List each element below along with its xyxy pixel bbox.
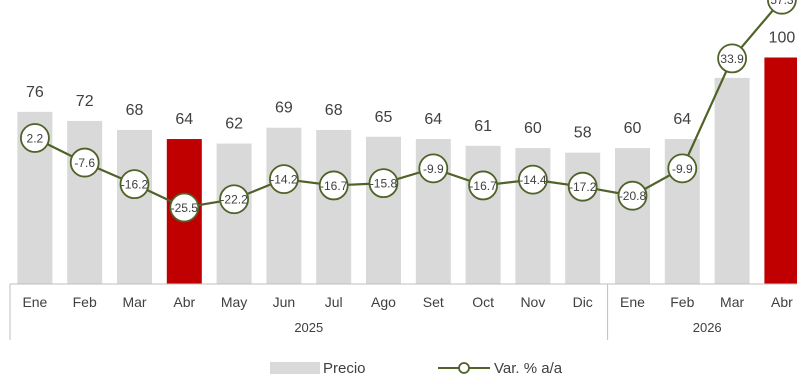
bar-value-label: 65 xyxy=(375,109,393,126)
x-tick-label: Ago xyxy=(371,294,396,310)
bar xyxy=(764,57,797,284)
x-tick-label: May xyxy=(221,294,247,310)
bar-value-label: 62 xyxy=(225,116,243,133)
bar-value-label: 68 xyxy=(325,102,343,119)
x-tick-label: Feb xyxy=(670,294,694,310)
x-tick-label: Set xyxy=(423,294,444,310)
legend-swatch-marker xyxy=(458,362,470,374)
x-tick-label: Mar xyxy=(122,294,146,310)
bar-value-label: 100 xyxy=(769,30,796,47)
bar-labels: 767268646269686564616058606491100 xyxy=(26,30,795,142)
bar xyxy=(67,120,103,284)
legend-item-precio: Precio xyxy=(270,360,366,377)
legend-item-var: Var. % a/a xyxy=(438,360,563,377)
x-axis: Ene Feb Mar Abr May Jun Jul Ago Set Oct Nov Dic Ene F… xyxy=(9,283,797,340)
bar-value-label: 60 xyxy=(624,120,642,137)
line-value-label: -15.8 xyxy=(370,177,398,191)
x-tick-label: Mar xyxy=(720,294,744,310)
line-marker xyxy=(468,170,499,201)
line-marker xyxy=(667,153,698,184)
bar xyxy=(117,129,152,284)
bar-value-label: 61 xyxy=(474,118,492,135)
line-value-label: -16.7 xyxy=(469,179,497,193)
legend-label: Var. % a/a xyxy=(494,360,563,377)
bar xyxy=(316,129,352,284)
line-marker xyxy=(20,123,50,153)
x-tick-label: Ene xyxy=(22,294,47,310)
line-value-label: 33.9 xyxy=(720,52,744,66)
bar xyxy=(266,127,302,284)
x-tick-label: Abr xyxy=(173,294,195,310)
x-group-label: 2026 xyxy=(693,320,722,335)
bar xyxy=(465,145,501,284)
bar-value-label: 76 xyxy=(26,84,44,101)
line-marker xyxy=(518,164,548,195)
line-value-label: -17.2 xyxy=(569,180,597,194)
line-value-label: -25.5 xyxy=(171,201,199,215)
line-value-label: -7.6 xyxy=(74,156,95,170)
line-series xyxy=(34,0,783,209)
x-tick-label: Ene xyxy=(620,294,645,310)
x-tick-label: Nov xyxy=(520,294,545,310)
bar xyxy=(714,77,750,284)
x-tick-label: Oct xyxy=(472,294,494,310)
line-marker xyxy=(119,169,150,200)
line-marker xyxy=(717,43,747,74)
x-tick-label: Abr xyxy=(771,294,793,310)
line-value-label: -16.7 xyxy=(320,179,348,193)
line-marker-labels: 2.2 -7.6 -16.2 -25.5 -22.2 -14.2 -16.7 -15.8 -9.… xyxy=(27,0,794,215)
bar-value-label: 58 xyxy=(574,125,592,142)
bar-value-label: 64 xyxy=(673,111,691,128)
legend: Precio Var. % a/a xyxy=(270,360,563,377)
line-marker xyxy=(318,170,349,201)
line-value-label: 2.2 xyxy=(27,131,44,145)
bar xyxy=(366,136,401,284)
line-marker xyxy=(268,164,299,195)
bar xyxy=(615,148,650,284)
x-tick-label: Jul xyxy=(325,294,343,310)
bar-value-label: 60 xyxy=(524,120,542,137)
x-tick-label: Dic xyxy=(573,294,593,310)
line-marker xyxy=(219,184,250,215)
legend-label: Precio xyxy=(323,360,366,377)
line-value-label: -22.2 xyxy=(220,193,248,207)
x-group-label: 2025 xyxy=(294,320,323,335)
legend-swatch-bar xyxy=(270,362,320,374)
line-marker xyxy=(617,180,648,211)
line-value-label: -14.2 xyxy=(270,173,298,187)
line-value-label: -16.2 xyxy=(121,178,149,192)
line-marker xyxy=(169,192,200,223)
bar-value-label: 64 xyxy=(175,111,193,128)
line-marker xyxy=(69,147,100,178)
bar-value-label: 68 xyxy=(126,102,144,119)
line-value-label: -14.4 xyxy=(519,173,547,187)
line-value-label: 57.3 xyxy=(770,0,794,7)
line-marker xyxy=(368,168,399,199)
line-value-label: -20.8 xyxy=(619,189,647,203)
bar-value-label: 64 xyxy=(424,111,442,128)
line-marker xyxy=(418,153,449,184)
line-marker xyxy=(567,171,598,202)
bar-value-label: 72 xyxy=(76,93,94,110)
bar-series xyxy=(17,57,797,284)
x-tick-label: Feb xyxy=(73,294,97,310)
line-value-label: -9.9 xyxy=(423,162,444,176)
bar-value-label: 69 xyxy=(275,100,293,117)
line-value-label: -9.9 xyxy=(672,162,693,176)
line-marker xyxy=(767,0,797,15)
line-markers xyxy=(20,0,797,223)
x-tick-label: Jun xyxy=(273,294,296,310)
